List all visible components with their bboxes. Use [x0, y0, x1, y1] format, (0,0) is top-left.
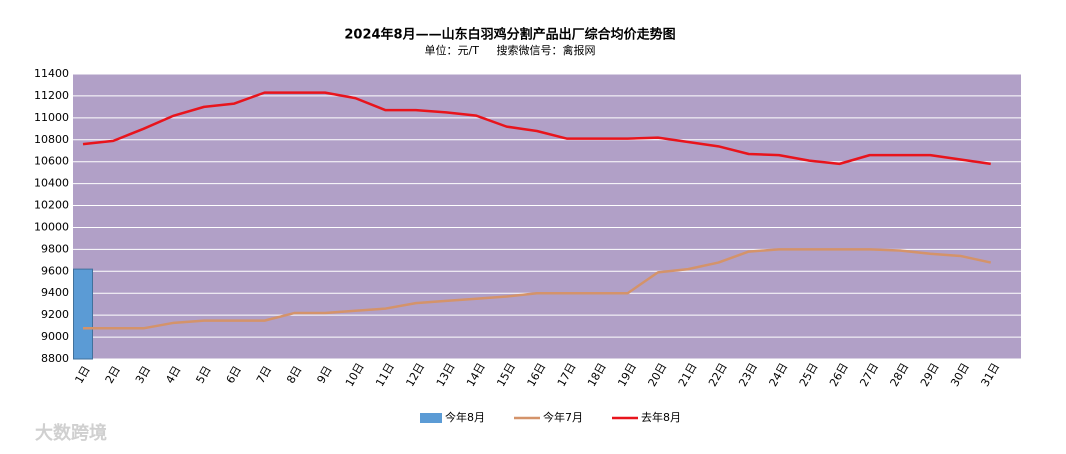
legend-label: 今年8月 — [445, 410, 485, 424]
x-tick-label: 28日 — [888, 361, 912, 389]
bar — [73, 268, 93, 360]
x-tick-label: 21日 — [676, 361, 700, 389]
x-tick-label: 14日 — [464, 361, 488, 389]
y-tick-label: 8800 — [41, 352, 69, 365]
y-tick-label: 9800 — [41, 242, 69, 255]
x-tick-label: 20日 — [646, 361, 670, 389]
y-tick-label: 10200 — [34, 199, 69, 212]
plot-area — [73, 74, 1021, 359]
x-tick-label: 10日 — [343, 361, 367, 389]
x-tick-label: 3日 — [133, 364, 153, 386]
y-tick-label: 9000 — [41, 330, 69, 343]
watermark: 大数跨境 — [35, 422, 107, 444]
x-tick-label: 29日 — [918, 361, 942, 389]
x-tick-label: 22日 — [706, 361, 730, 389]
x-tick-label: 26日 — [827, 361, 851, 389]
y-tick-label: 11000 — [34, 111, 69, 124]
y-tick-label: 9600 — [41, 264, 69, 277]
x-tick-label: 25日 — [797, 361, 821, 389]
y-tick-label: 10000 — [34, 220, 69, 233]
y-tick-label: 9200 — [41, 308, 69, 321]
x-tick-label: 30日 — [948, 361, 972, 389]
x-tick-label: 31日 — [978, 361, 1002, 389]
y-tick-label: 10800 — [34, 133, 69, 146]
legend-label: 去年8月 — [641, 410, 681, 424]
x-tick-label: 5日 — [193, 364, 213, 386]
x-tick-label: 13日 — [434, 361, 458, 389]
x-tick-label: 23日 — [736, 361, 760, 389]
legend-label: 今年7月 — [543, 410, 583, 424]
x-tick-label: 15日 — [494, 361, 518, 389]
x-tick-label: 6日 — [224, 364, 244, 386]
x-tick-label: 4日 — [163, 364, 183, 386]
x-tick-label: 18日 — [585, 361, 609, 389]
chart-subtitle: 单位：元/T 搜索微信号：禽报网 — [425, 43, 596, 57]
legend-swatch — [420, 413, 442, 423]
x-tick-label: 11日 — [373, 361, 397, 389]
x-tick-label: 27日 — [857, 361, 881, 389]
x-tick-label: 1日 — [72, 364, 92, 386]
y-tick-label: 11400 — [34, 67, 69, 80]
x-tick-label: 19日 — [615, 361, 639, 389]
x-tick-label: 12日 — [404, 361, 428, 389]
y-tick-label: 10400 — [34, 177, 69, 190]
x-tick-label: 17日 — [555, 361, 579, 389]
x-tick-label: 7日 — [254, 364, 274, 386]
x-tick-label: 24日 — [767, 361, 791, 389]
x-tick-label: 2日 — [103, 364, 123, 386]
y-tick-label: 9400 — [41, 286, 69, 299]
x-tick-label: 8日 — [284, 364, 304, 386]
line-series — [82, 91, 991, 166]
y-tick-label: 11200 — [34, 89, 69, 102]
x-tick-label: 16日 — [525, 361, 549, 389]
y-tick-label: 10600 — [34, 155, 69, 168]
chart-title: 2024年8月——山东白羽鸡分割产品出厂综合均价走势图 — [344, 27, 675, 43]
x-tick-label: 9日 — [315, 364, 335, 386]
line-series — [83, 248, 992, 330]
